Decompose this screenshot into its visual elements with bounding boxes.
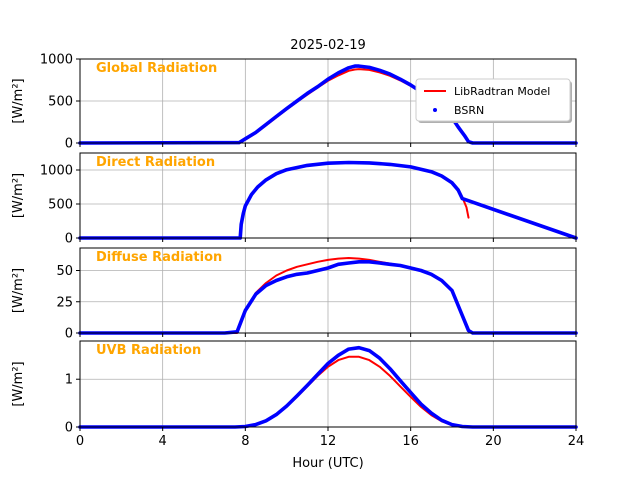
y-tick-label: 500 [48,95,73,110]
y-tick-label: 25 [56,295,73,310]
y-axis-label: [W/m²] [11,361,26,406]
y-tick-label: 1 [65,373,73,388]
x-tick-label: 20 [485,434,502,449]
y-tick-label: 0 [65,232,73,247]
panel: 0 1 0 4 8 12 16 20 24 [W/m²] UVB Radiation [11,340,585,449]
panel-annotation: UVB Radiation [96,343,201,358]
y-tick-label: 50 [56,264,73,279]
panel-annotation: Global Radiation [96,61,217,76]
panel: 0 25 50 [W/m²] Diffuse Radiation [11,247,578,342]
y-tick-label: 0 [65,137,73,152]
y-axis-label: [W/m²] [11,173,26,218]
panel-annotation: Diffuse Radiation [96,250,222,265]
series-line [78,160,578,240]
x-axis-label: Hour (UTC) [292,456,363,471]
x-tick-label: 12 [320,434,337,449]
series-line [78,345,578,429]
x-tick-label: 16 [402,434,419,449]
x-tick-label: 0 [76,434,84,449]
legend-box [415,78,571,122]
figure-title: 2025-02-19 [290,38,366,53]
series-line [78,260,578,335]
y-tick-label: 1000 [40,164,73,179]
y-axis-label: [W/m²] [11,78,26,123]
y-tick-label: 0 [65,421,73,436]
legend-label: BSRN [454,104,484,117]
y-tick-label: 500 [48,198,73,213]
y-tick-label: 0 [65,327,73,342]
x-tick-label: 24 [568,434,585,449]
x-tick-label: 4 [159,434,167,449]
x-tick-label: 8 [241,434,249,449]
panel-annotation: Direct Radiation [96,155,215,170]
legend: LibRadtran Model BSRN [415,78,572,123]
panel: 0 500 1000 [W/m²] Direct Radiation [11,152,578,247]
y-axis-label: [W/m²] [11,268,26,313]
legend-swatch [433,108,437,112]
legend-label: LibRadtran Model [454,85,550,98]
y-tick-label: 1000 [40,53,73,68]
